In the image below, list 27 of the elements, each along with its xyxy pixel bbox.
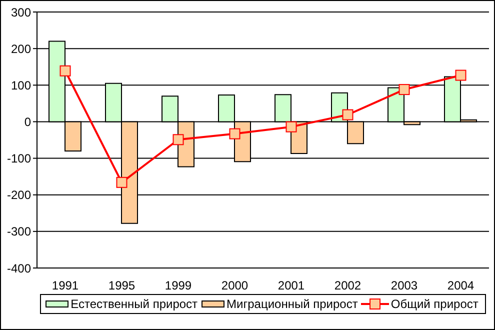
x-tick-label: 2003 — [390, 278, 418, 293]
y-tick-label: 300 — [10, 5, 32, 20]
y-tick-label: 200 — [10, 42, 32, 56]
point — [60, 65, 71, 76]
y-tick-label: -300 — [6, 224, 32, 239]
point — [455, 70, 466, 81]
point — [116, 176, 128, 188]
point — [172, 134, 184, 146]
y-tick-label: -400 — [6, 261, 32, 276]
point — [398, 84, 410, 96]
y-tick-label: 0 — [24, 114, 32, 129]
y-tick-label: -200 — [6, 188, 32, 202]
legend-label: Естественный прирост — [70, 297, 198, 311]
point — [286, 121, 297, 132]
x-tick-label: 1995 — [108, 278, 136, 293]
x-tick-label: 2000 — [221, 278, 248, 293]
point — [342, 109, 354, 120]
point — [229, 128, 240, 140]
legend-label: Общий прирост — [390, 297, 478, 311]
x-tick-label: 1991 — [52, 278, 79, 293]
x-tick-label: 2004 — [447, 278, 474, 293]
x-tick-label: 2001 — [278, 278, 305, 293]
legend-label: Миграционный прирост — [226, 297, 358, 311]
y-tick-label: 100 — [10, 78, 32, 92]
x-tick-label: 2002 — [334, 278, 362, 293]
y-tick-label: -100 — [6, 152, 32, 166]
x-tick-label: 1999 — [164, 278, 192, 293]
